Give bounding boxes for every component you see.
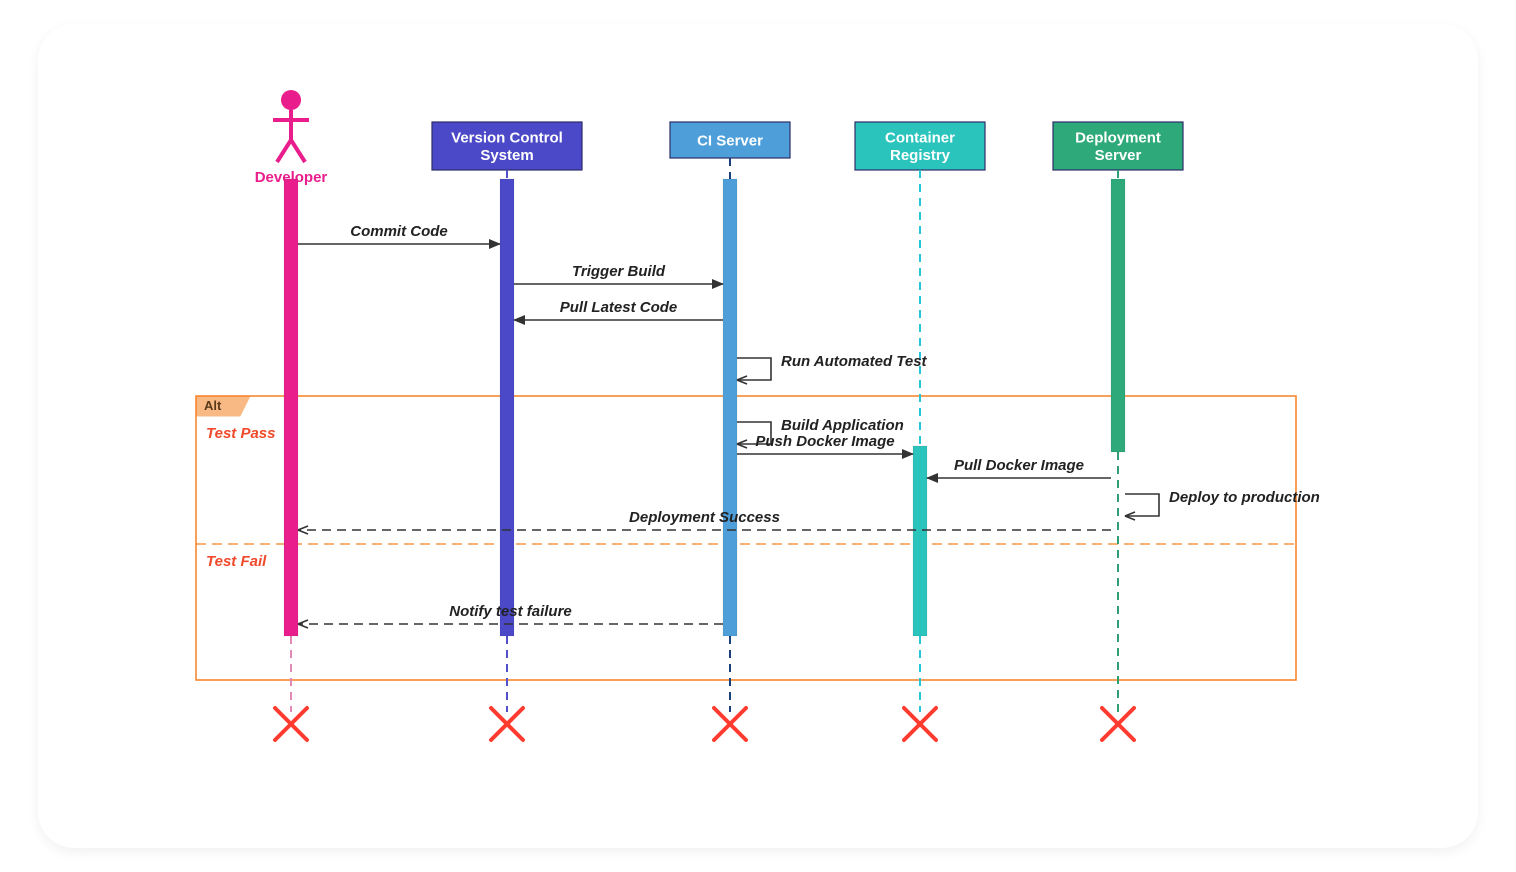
activation-bar <box>284 179 298 636</box>
message: Deployment Success <box>298 509 1111 530</box>
message-label: Deploy to production <box>1169 489 1320 506</box>
lifeline-dev: Developer <box>255 90 328 740</box>
lifeline-label: ContainerRegistry <box>885 130 955 164</box>
message-label: Run Automated Test <box>781 353 928 370</box>
message-label: Pull Docker Image <box>954 457 1084 474</box>
message: Run Automated Test <box>737 353 928 380</box>
alt-section-label: Test Pass <box>206 425 276 442</box>
lifeline-vcs: Version ControlSystem <box>432 122 582 740</box>
message: Pull Latest Code <box>514 299 723 320</box>
alt-section-label: Test Fail <box>206 553 267 570</box>
diagram-card: Alt Test Pass Test FailDeveloper Version Co… <box>38 24 1478 848</box>
message-label: Notify test failure <box>449 603 572 620</box>
lifeline-ci: CI Server <box>670 122 790 740</box>
message-label: Commit Code <box>350 223 448 240</box>
message-label: Push Docker Image <box>755 433 894 450</box>
message-label: Trigger Build <box>572 263 666 280</box>
alt-frame: Alt Test Pass Test Fail <box>196 396 1296 680</box>
sequence-diagram: Alt Test Pass Test FailDeveloper Version Co… <box>38 24 1478 848</box>
alt-tag: Alt <box>204 398 222 413</box>
message-label: Pull Latest Code <box>560 299 678 316</box>
message: Push Docker Image <box>737 433 913 454</box>
activation-bar <box>500 179 514 636</box>
activation-bar <box>723 179 737 636</box>
message: Pull Docker Image <box>927 457 1111 478</box>
message: Deploy to production <box>1125 489 1320 516</box>
activation-bar <box>1111 179 1125 452</box>
lifeline-label: CI Server <box>697 132 763 149</box>
message: Commit Code <box>298 223 500 244</box>
activation-bar <box>913 446 927 636</box>
message-label: Build Application <box>781 417 904 434</box>
message-label: Deployment Success <box>629 509 780 526</box>
message: Trigger Build <box>514 263 723 284</box>
lifeline-dep: DeploymentServer <box>1053 122 1183 740</box>
